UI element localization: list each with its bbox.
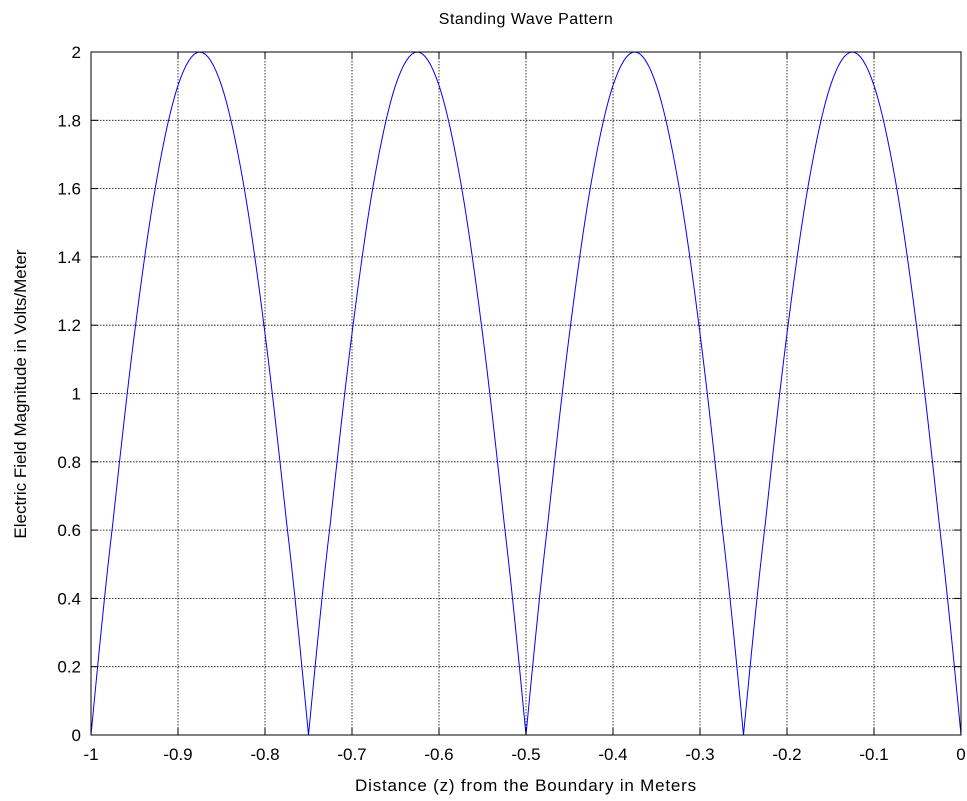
y-tick-label: 1.2 (57, 316, 81, 335)
y-tick-label: 1.8 (57, 111, 81, 130)
y-tick-label: 0.4 (57, 589, 81, 608)
x-tick-label: -0.3 (685, 745, 714, 764)
x-tick-label: -0.8 (250, 745, 279, 764)
x-tick-label: -0.5 (511, 745, 540, 764)
x-axis-label: Distance (z) from the Boundary in Meters (355, 776, 697, 795)
chart-title: Standing Wave Pattern (439, 11, 613, 28)
x-tick-label: -0.9 (163, 745, 192, 764)
y-tick-label: 2 (72, 43, 81, 62)
x-tick-label: -1 (83, 745, 98, 764)
y-tick-label: 0.8 (57, 453, 81, 472)
y-tick-label: 0 (72, 726, 81, 745)
x-tick-label: -0.6 (424, 745, 453, 764)
x-tick-label: -0.4 (598, 745, 627, 764)
x-tick-label: -0.7 (337, 745, 366, 764)
x-tick-label: -0.1 (859, 745, 888, 764)
y-tick-label: 1.6 (57, 180, 81, 199)
y-axis-label: Electric Field Magnitude in Volts/Meter (11, 249, 30, 538)
y-tick-labels: 0 0.2 0.4 0.6 0.8 1 1.2 1.4 1.6 1.8 2 (57, 43, 81, 745)
x-tick-labels: -1 -0.9 -0.8 -0.7 -0.6 -0.5 -0.4 -0.3 -0.2 -0.1 0 (83, 745, 965, 764)
y-tick-label: 1.4 (57, 248, 81, 267)
tick-marks (90, 51, 962, 736)
x-tick-label: 0 (956, 745, 965, 764)
x-tick-label: -0.2 (772, 745, 801, 764)
y-tick-label: 0.6 (57, 521, 81, 540)
y-tick-label: 0.2 (57, 658, 81, 677)
y-tick-label: 1 (72, 385, 81, 404)
